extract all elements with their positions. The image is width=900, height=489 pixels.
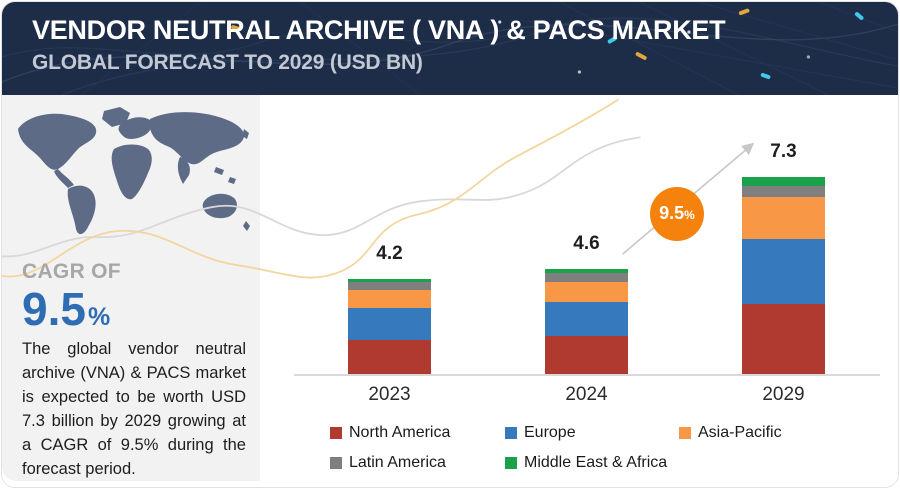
legend-swatch <box>330 457 342 469</box>
bar-segment-asia-pacific <box>545 281 628 303</box>
market-summary-text: The global vendor neutral archive (VNA) … <box>22 340 246 478</box>
cagr-label: CAGR OF <box>22 260 121 283</box>
bar-segment-north-america <box>742 303 825 374</box>
world-map-graphic <box>18 107 250 235</box>
legend-label: Europe <box>524 424 576 441</box>
bar-total-label: 4.2 <box>376 243 403 264</box>
bar-segment-europe <box>545 302 628 337</box>
legend-label: Latin America <box>349 454 446 471</box>
growth-badge: 9.5 % <box>650 187 704 241</box>
legend-label: Middle East & Africa <box>524 454 668 471</box>
bar-segment-latin-america <box>348 282 431 291</box>
bar-total-label: 4.6 <box>573 233 600 254</box>
legend-swatch <box>505 427 517 439</box>
legend-swatch <box>505 457 517 469</box>
page-title: VENDOR NEUTRAL ARCHIVE ( VNA ) & PACS MA… <box>32 15 726 45</box>
bar-segment-asia-pacific <box>742 197 825 240</box>
growth-badge-value: 9.5 <box>659 203 685 223</box>
x-axis-line <box>294 374 880 376</box>
header-banner: VENDOR NEUTRAL ARCHIVE ( VNA ) & PACS MA… <box>2 2 898 95</box>
cagr-value: 9.5 <box>22 283 86 335</box>
legend-item-europe: Europe <box>505 424 576 442</box>
bar-segment-latin-america <box>742 185 825 198</box>
legend-swatch <box>330 427 342 439</box>
category-label-2024: 2024 <box>565 384 608 405</box>
legend-swatch <box>679 427 691 439</box>
legend-item-latin-america: Latin America <box>330 454 446 472</box>
bar-segment-middle-east-africa <box>348 279 431 283</box>
bar-segment-middle-east-africa <box>742 177 825 186</box>
legend-item-north-america: North America <box>330 424 450 442</box>
category-label-2023: 2023 <box>368 384 411 405</box>
bar-segment-north-america <box>348 340 431 374</box>
content-area: CAGR OF 9.5 % The global vendor neutral … <box>2 95 898 487</box>
bar-segment-north-america <box>545 336 628 374</box>
cagr-percent-sign: % <box>87 303 111 331</box>
bar-segment-europe <box>742 239 825 304</box>
bar-segment-europe <box>348 308 431 341</box>
glow-dots <box>149 8 864 80</box>
cagr-block: CAGR OF 9.5 % <box>22 260 248 332</box>
legend-item-asia-pacific: Asia-Pacific <box>679 424 782 442</box>
bar-total-label: 7.3 <box>770 141 797 162</box>
legend-label: North America <box>349 424 451 441</box>
bar-segment-asia-pacific <box>348 290 431 309</box>
growth-badge-unit: % <box>684 208 695 222</box>
cagr-number: 9.5 % <box>22 286 248 332</box>
legend-label: Asia-Pacific <box>698 424 782 441</box>
bar-segment-latin-america <box>545 273 628 282</box>
bar-segment-middle-east-africa <box>545 269 628 274</box>
legend-item-middle-east-africa: Middle East & Africa <box>505 454 667 472</box>
page-subtitle: GLOBAL FORECAST TO 2029 (USD BN) <box>32 51 423 75</box>
category-label-2029: 2029 <box>762 384 805 405</box>
network-pattern-decoration <box>2 2 898 95</box>
